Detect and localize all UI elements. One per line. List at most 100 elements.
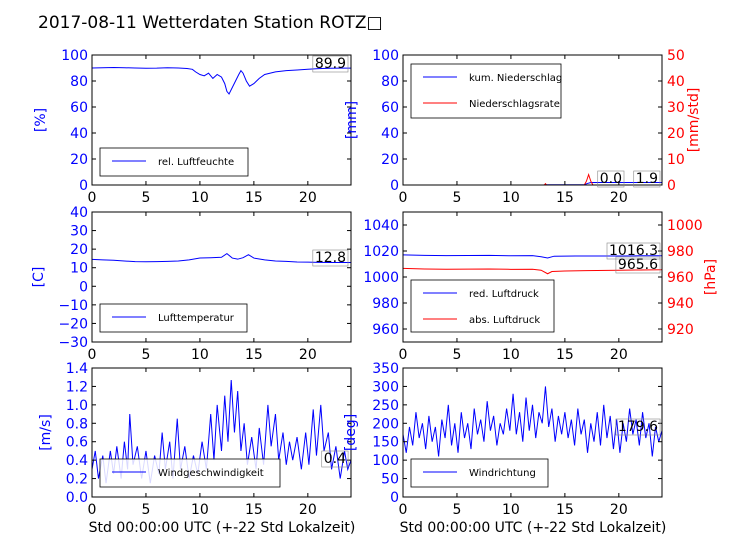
- legend-entry: Niederschlagsrate: [469, 99, 560, 110]
- y-tick-label: 0.4: [66, 453, 88, 469]
- y-axis-label: [mm]: [344, 101, 360, 139]
- value-annotation: 12.8: [315, 250, 346, 266]
- y-axis-label: [deg]: [343, 414, 359, 451]
- y-axis-label-right: [mm/std]: [686, 88, 702, 153]
- x-tick-label: 0: [399, 190, 408, 206]
- legend-box: [99, 303, 248, 333]
- legend-humidity: rel. Luftfeuchte: [99, 147, 249, 177]
- legend-entry: Windrichtung: [469, 468, 536, 479]
- y-tick-label: 0: [390, 178, 399, 194]
- legend-entry: Windgeschwindigkeit: [158, 468, 264, 479]
- annotation-box: [606, 242, 661, 260]
- panel-windspeed: 0 5 10 15 20 0.0 0.2 0.4 0.6 0.8 1.0 1.2 1.4 [m/s] Win…: [38, 361, 352, 518]
- series-line-winddir-0: [403, 386, 662, 457]
- x-tick-label: 5: [141, 347, 150, 363]
- legend-winddir: Windrichtung: [410, 458, 549, 488]
- x-axis-label-left: Std 00:00:00 UTC (+-22 Std Lokalzeit): [89, 520, 356, 536]
- y-axis-label: [C]: [31, 267, 47, 288]
- y-tick-label: 100: [372, 453, 399, 469]
- x-tick-label: 0: [88, 502, 97, 518]
- y-tick-label: 980: [372, 296, 399, 312]
- y-tick-label: 100: [61, 48, 88, 64]
- x-tick-label: 20: [610, 502, 628, 518]
- value-annotation: 1016.3: [609, 243, 658, 259]
- x-tick-label: 10: [191, 502, 209, 518]
- value-annotation: 179.6: [618, 419, 658, 435]
- legend-box: [410, 279, 555, 333]
- annotation-box: [597, 170, 625, 188]
- plot-frame: [91, 367, 352, 498]
- y-tick-label-right: 980: [667, 244, 694, 260]
- y-tick-label-right: 40: [667, 74, 685, 90]
- y-tick-label: 80: [381, 74, 399, 90]
- x-tick-label: 20: [299, 502, 317, 518]
- panel-winddir: 0 5 10 15 20050100150200250300350[deg]Windri…: [343, 361, 663, 518]
- panel-precip: 0 5 10 15 20 0 20 40 60 80 100 0 10 20 30 40 50 [mm] [mm/s…: [344, 48, 702, 206]
- value-annotation: 0.4: [324, 451, 346, 467]
- x-tick-label: 10: [502, 502, 520, 518]
- x-tick-label: 5: [452, 347, 461, 363]
- y-tick-label: 20: [70, 242, 88, 258]
- y-tick-label-right: 50: [667, 48, 685, 64]
- y-tick-label: 1.4: [66, 361, 88, 377]
- panel-temperature: 0 5 10 15 20 −30 −20 −10 0 10 20 30 40 [C] Lufttempera…: [31, 205, 352, 363]
- annotation-box: [312, 249, 349, 267]
- y-tick-label: 40: [70, 205, 88, 221]
- annotation-box: [615, 256, 661, 274]
- x-tick-label: 10: [502, 347, 520, 363]
- y-tick-label: −20: [58, 316, 88, 332]
- plot-frame: [402, 367, 663, 498]
- x-tick-label: 10: [191, 347, 209, 363]
- y-tick-label: −10: [58, 298, 88, 314]
- y-axis-label: [m/s]: [38, 414, 54, 451]
- x-tick-label: 5: [141, 190, 150, 206]
- plot-frame: [402, 54, 663, 186]
- x-tick-label: 15: [556, 190, 574, 206]
- y-tick-label: 60: [381, 100, 399, 116]
- y-tick-label: 80: [70, 74, 88, 90]
- legend-temperature: Lufttemperatur: [99, 303, 248, 333]
- value-annotation: 965.6: [618, 257, 658, 273]
- legend-entry: red. Luftdruck: [469, 289, 539, 300]
- y-tick-label: 1.2: [66, 379, 88, 395]
- x-tick-label: 0: [399, 502, 408, 518]
- annotation-box: [312, 55, 349, 73]
- y-tick-label-right: 0: [667, 178, 676, 194]
- series-line-pressure-0: [403, 254, 662, 259]
- x-tick-label: 0: [88, 347, 97, 363]
- legend-precip: kum. Niederschlag Niederschlagsrate: [410, 63, 562, 119]
- y-tick-label: 350: [372, 361, 399, 377]
- legend-entry: kum. Niederschlag: [469, 73, 562, 84]
- y-tick-label: 40: [381, 126, 399, 142]
- y-tick-label: 300: [372, 379, 399, 395]
- y-tick-label: 150: [372, 435, 399, 451]
- x-tick-label: 5: [452, 502, 461, 518]
- legend-box: [410, 458, 549, 488]
- series-line-pressure-1: [403, 267, 662, 275]
- x-tick-label: 20: [610, 190, 628, 206]
- y-tick-label: 20: [70, 152, 88, 168]
- x-tick-label: 15: [245, 190, 263, 206]
- x-tick-label: 10: [191, 190, 209, 206]
- x-tick-label: 5: [452, 190, 461, 206]
- series-line-humidity-0: [92, 66, 351, 95]
- y-tick-label-right: 10: [667, 152, 685, 168]
- x-tick-label: 15: [245, 347, 263, 363]
- plot-frame: [91, 54, 352, 186]
- y-tick-label: 0.8: [66, 416, 88, 432]
- y-tick-label: 960: [372, 322, 399, 338]
- x-tick-label: 15: [556, 347, 574, 363]
- x-tick-label: 20: [299, 347, 317, 363]
- panel-pressure: 0 5 10 15 20 960 980 1000 1020 1040 920 940 960 980 10…: [363, 211, 719, 363]
- y-tick-label: 250: [372, 398, 399, 414]
- y-axis-label-right: [hPa]: [703, 259, 719, 295]
- y-tick-label: −30: [58, 335, 88, 351]
- annotation-box: [615, 418, 661, 436]
- x-tick-label: 20: [299, 190, 317, 206]
- annotation-box: [633, 170, 661, 188]
- y-tick-label-right: 960: [667, 270, 694, 286]
- legend-entry: Lufttemperatur: [158, 313, 235, 324]
- x-tick-label: 0: [88, 190, 97, 206]
- series-line-precip-1: [403, 173, 662, 185]
